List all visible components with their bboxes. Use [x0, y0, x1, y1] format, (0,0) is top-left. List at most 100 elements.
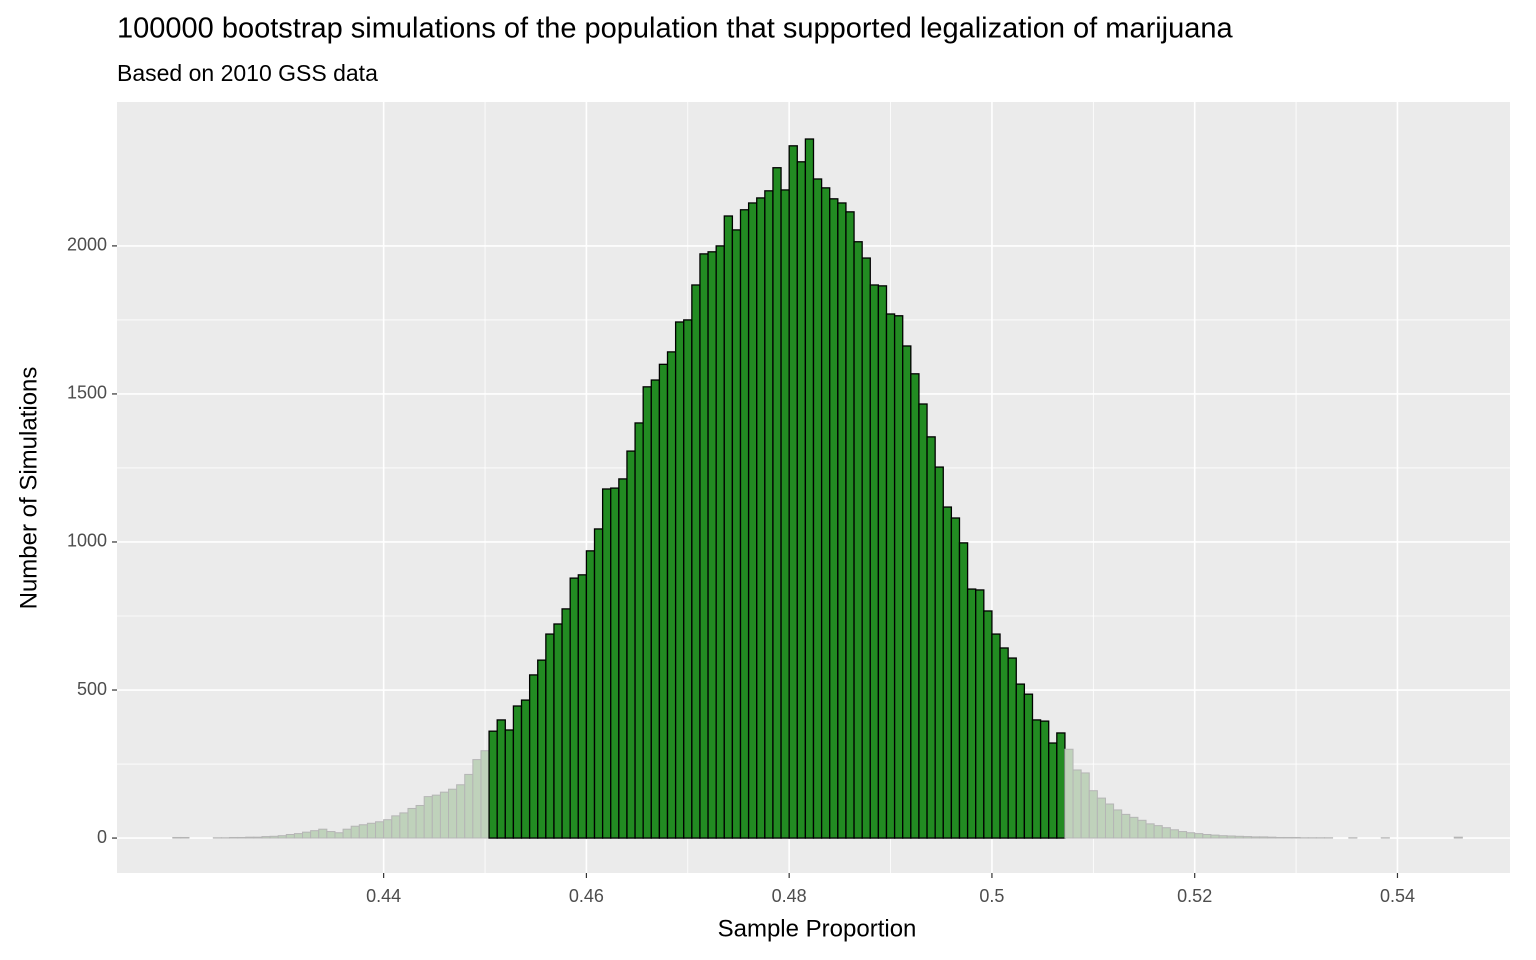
bar-highlighted [772, 167, 782, 839]
bar [1210, 834, 1220, 839]
bar-highlighted [715, 245, 725, 839]
bar [472, 759, 482, 839]
bar [456, 784, 466, 839]
bar-highlighted [528, 674, 539, 839]
bar-highlighted [634, 422, 644, 839]
bar-highlighted [569, 577, 579, 839]
bar-highlighted [488, 730, 498, 839]
bar-highlighted [1015, 683, 1026, 839]
bar-highlighted [788, 145, 798, 839]
bar-highlighted [812, 178, 823, 839]
y-tick-label: 500 [77, 679, 107, 699]
y-tick-label: 1500 [67, 383, 107, 403]
bar-highlighted [910, 373, 920, 839]
bar-highlighted [966, 588, 977, 839]
bar-highlighted [991, 633, 1001, 839]
bar [383, 819, 393, 839]
bar-highlighted [885, 313, 896, 839]
bar-highlighted [650, 379, 661, 839]
bar [1153, 825, 1163, 839]
bar [334, 832, 344, 839]
bar [1072, 769, 1082, 839]
bar-highlighted [626, 450, 636, 839]
bar-highlighted [731, 229, 742, 839]
bar [1186, 832, 1196, 839]
y-tick-label: 0 [97, 827, 107, 847]
bar-highlighted [869, 284, 880, 839]
bar-highlighted [926, 436, 936, 839]
bar-highlighted [934, 466, 944, 839]
bar [1194, 833, 1204, 839]
bar [423, 796, 433, 839]
bar [1129, 816, 1139, 839]
bar [350, 825, 360, 839]
bar [1218, 835, 1228, 839]
y-tick-label: 2000 [67, 235, 107, 255]
bar-highlighted [723, 215, 734, 839]
bar [1234, 835, 1244, 839]
bar [1242, 836, 1252, 839]
bar-highlighted [520, 699, 531, 839]
bar-highlighted [918, 403, 928, 839]
bar [293, 833, 304, 839]
bar [1064, 748, 1074, 839]
bar [1226, 835, 1236, 839]
bar-highlighted [512, 705, 523, 839]
bar [1267, 836, 1277, 839]
x-tick-label: 0.44 [366, 886, 401, 906]
bar-highlighted [1007, 657, 1017, 839]
chart-title: 100000 bootstrap simulations of the popu… [117, 13, 1234, 45]
bar [342, 828, 352, 839]
bar-highlighted [999, 647, 1009, 839]
bar-highlighted [683, 319, 693, 839]
bar [1275, 836, 1285, 839]
bar [1121, 813, 1131, 839]
bar-highlighted [1023, 693, 1034, 839]
bar [1169, 829, 1179, 839]
bar-highlighted [504, 729, 515, 839]
bar-highlighted [950, 517, 961, 839]
bar-highlighted [691, 284, 701, 839]
bar [1137, 819, 1147, 839]
bar [253, 836, 263, 839]
bar [358, 824, 368, 839]
x-tick-label: 0.46 [569, 886, 604, 906]
bar-highlighted [1048, 742, 1058, 839]
bar [480, 750, 490, 839]
bar [229, 836, 239, 839]
bar-highlighted [958, 542, 969, 839]
bar-highlighted [764, 190, 774, 839]
bar-highlighted [796, 161, 807, 839]
bar-highlighted [780, 189, 790, 839]
bar [1283, 836, 1293, 839]
bar [302, 831, 312, 839]
bar-highlighted [561, 608, 571, 839]
bar-highlighted [837, 202, 847, 839]
x-axis-label: Sample Proportion [718, 915, 917, 942]
bar-highlighted [496, 719, 506, 839]
bar [180, 836, 190, 839]
bar [1096, 797, 1106, 839]
bar-highlighted [829, 198, 839, 839]
bar [448, 788, 458, 839]
bar [1453, 836, 1463, 839]
bar [318, 828, 328, 839]
y-axis-label: Number of Simulations [15, 367, 42, 610]
bar [1259, 836, 1269, 839]
bar [1161, 827, 1171, 839]
bar-highlighted [593, 528, 604, 839]
bar [431, 794, 441, 839]
bar [407, 807, 417, 839]
bar-highlighted [553, 623, 563, 839]
bar-highlighted [545, 633, 555, 839]
bar [415, 804, 425, 839]
bar-highlighted [756, 197, 766, 839]
bar [310, 830, 320, 839]
bar [326, 831, 336, 839]
bar [366, 822, 377, 839]
bar [1080, 772, 1090, 839]
bar [261, 836, 271, 839]
bar-highlighted [942, 506, 953, 839]
bar [391, 815, 401, 839]
